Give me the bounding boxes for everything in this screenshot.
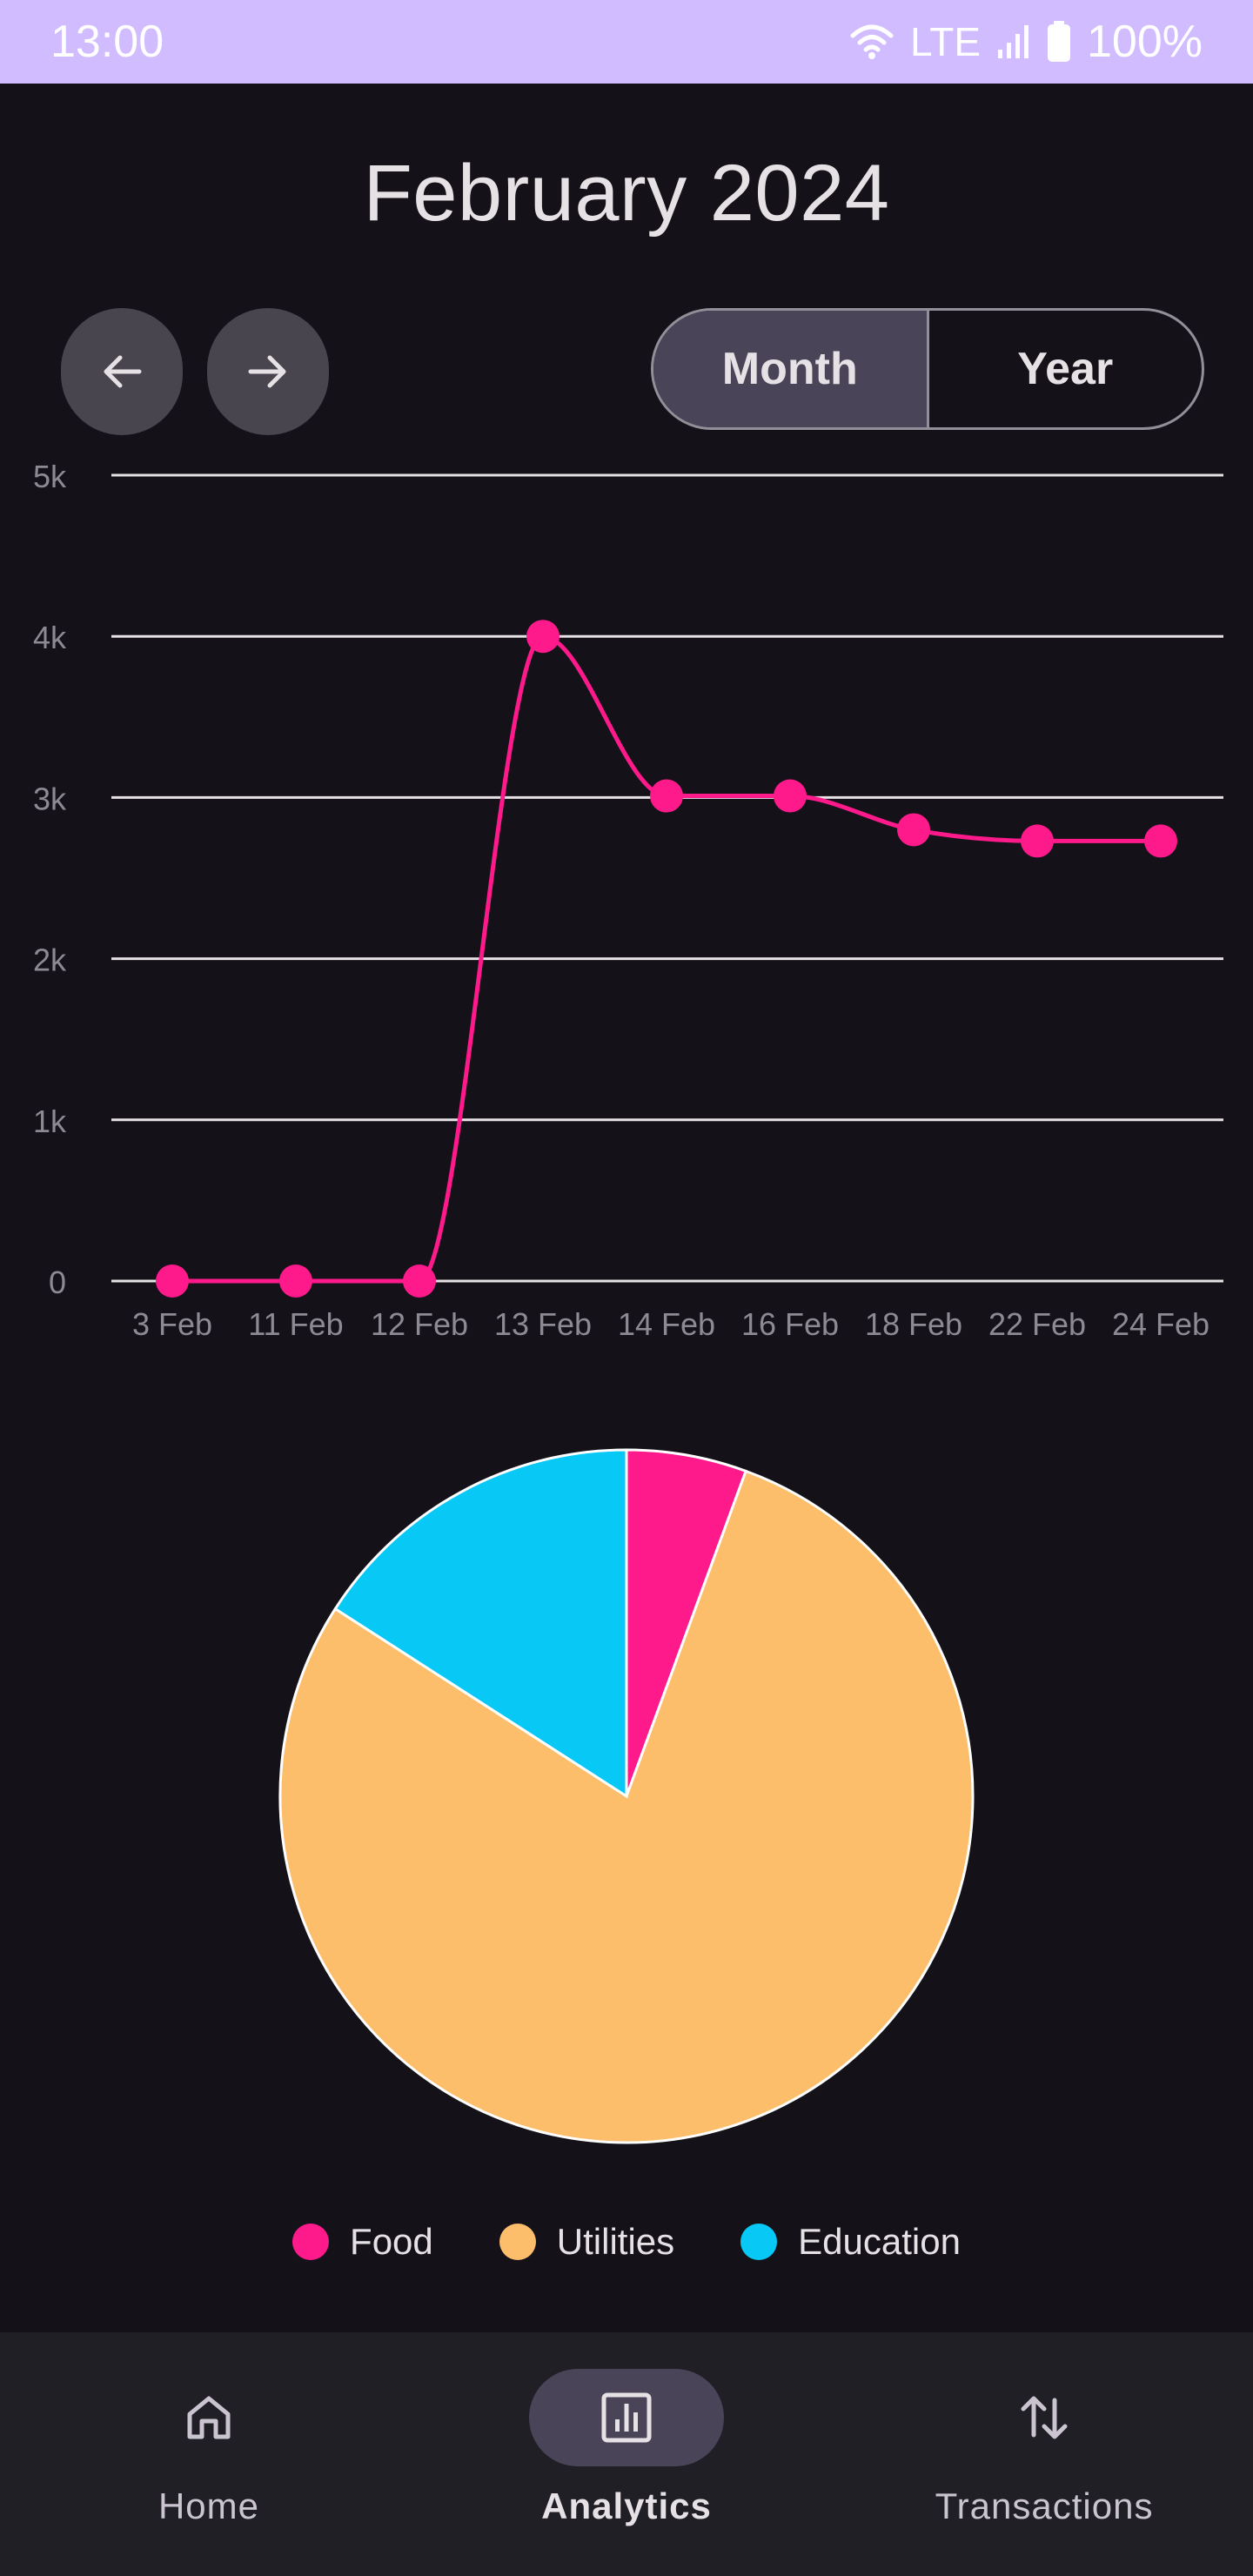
- x-tick-label: 14 Feb: [618, 1306, 715, 1342]
- data-point: [1021, 824, 1054, 858]
- pie-slice-utilities: [278, 1469, 975, 2144]
- toggle-month[interactable]: Month: [653, 311, 927, 427]
- status-time: 13:00: [50, 17, 164, 67]
- series-line: [171, 634, 1161, 1284]
- nav-label-home: Home: [157, 2485, 260, 2526]
- nav-transactions-icon-container: [947, 2369, 1142, 2466]
- nav-analytics-icon-container: [529, 2369, 724, 2466]
- data-point: [279, 1265, 312, 1298]
- x-tick-label: 11 Feb: [248, 1306, 343, 1342]
- signal-icon: [998, 25, 1029, 58]
- x-tick-label: 24 Feb: [1112, 1306, 1209, 1342]
- data-point: [403, 1265, 436, 1298]
- arrow-right-icon: [248, 355, 286, 388]
- nav-label-analytics: Analytics: [541, 2485, 712, 2526]
- legend-dot-utilities: [499, 2224, 536, 2260]
- nav-home-icon-container: [111, 2369, 306, 2466]
- legend-label-education: Education: [798, 2221, 961, 2262]
- next-month-button[interactable]: [207, 308, 329, 435]
- y-tick-label: 4k: [33, 620, 67, 655]
- nav-item-transactions[interactable]: Transactions: [835, 2332, 1253, 2576]
- status-bar: 13:00 LTE 100%: [0, 0, 1253, 84]
- nav-item-home[interactable]: Home: [0, 2332, 418, 2576]
- y-tick-label: 5k: [33, 459, 67, 494]
- legend-dot-education: [740, 2224, 778, 2260]
- toggle-divider: [926, 311, 929, 427]
- bottom-navigation: Home Analytics Transactions: [0, 2332, 1253, 2576]
- y-tick-label: 3k: [33, 781, 67, 816]
- y-tick-label: 1k: [33, 1104, 67, 1139]
- wifi-icon: [850, 24, 894, 59]
- pie-legend: Food Utilities Education: [0, 2221, 1253, 2263]
- y-tick-label: 0: [49, 1265, 66, 1300]
- pie-chart: [278, 1448, 975, 2144]
- pie-slice-food: [625, 1448, 748, 1797]
- data-point: [156, 1265, 189, 1298]
- legend-item-utilities: Utilities: [499, 2221, 674, 2263]
- x-tick-label: 16 Feb: [741, 1306, 839, 1342]
- period-toggle: Month Year: [651, 308, 1204, 430]
- data-point: [897, 813, 930, 847]
- legend-dot-food: [292, 2224, 330, 2260]
- x-tick-label: 12 Feb: [371, 1306, 468, 1342]
- legend-label-utilities: Utilities: [556, 2221, 675, 2262]
- arrow-left-icon: [104, 355, 142, 388]
- battery-icon: [1048, 21, 1070, 62]
- home-icon: [187, 2396, 231, 2439]
- x-tick-label: 13 Feb: [494, 1306, 592, 1342]
- line-chart: 0 1k 2k 3k 4k 5k 3 Feb 11 Feb 12 Feb 13 Feb 14 Feb…: [33, 459, 1223, 1342]
- x-tick-label: 18 Feb: [865, 1306, 962, 1342]
- legend-label-food: Food: [350, 2221, 433, 2262]
- nav-label-transactions: Transactions: [935, 2485, 1154, 2526]
- x-tick-label: 22 Feb: [988, 1306, 1086, 1342]
- data-point: [650, 779, 683, 813]
- y-tick-label: 2k: [33, 943, 67, 978]
- page-title: February 2024: [363, 149, 890, 238]
- legend-item-education: Education: [740, 2221, 961, 2263]
- network-type: LTE: [910, 19, 981, 64]
- previous-month-button[interactable]: [61, 308, 183, 435]
- legend-item-food: Food: [292, 2221, 433, 2263]
- analytics-icon: [601, 2392, 652, 2443]
- x-tick-label: 3 Feb: [132, 1306, 212, 1342]
- data-point: [526, 620, 559, 654]
- status-icons: LTE 100%: [849, 16, 1203, 68]
- data-point: [1144, 824, 1177, 858]
- toggle-year[interactable]: Year: [1017, 344, 1114, 394]
- battery-level: 100%: [1087, 17, 1203, 67]
- transactions-icon: [1021, 2396, 1068, 2439]
- pie-slice-education: [333, 1448, 628, 1799]
- data-point: [774, 779, 807, 813]
- nav-item-analytics[interactable]: Analytics: [418, 2332, 835, 2576]
